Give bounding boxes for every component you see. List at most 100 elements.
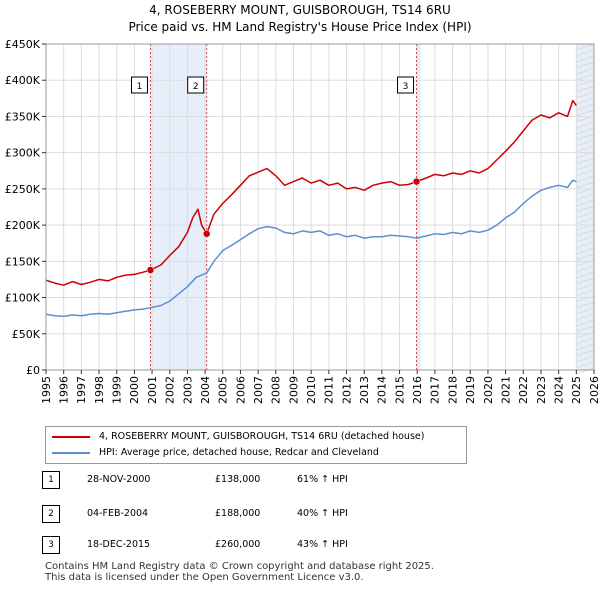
x-tick-label: 2020 xyxy=(482,376,495,404)
legend-label-property: 4, ROSEBERRY MOUNT, GUISBOROUGH, TS14 6R… xyxy=(99,431,425,442)
x-tick-label: 2012 xyxy=(340,376,353,404)
x-tick-label: 2010 xyxy=(305,376,318,404)
sale-number-badge: 3 xyxy=(42,536,60,554)
x-tick-label: 2023 xyxy=(535,376,548,404)
x-tick-label: 1999 xyxy=(111,376,124,404)
x-tick-label: 2017 xyxy=(429,376,442,404)
hatch-line xyxy=(576,145,595,153)
x-tick-label: 2014 xyxy=(376,376,389,404)
hatch-line xyxy=(576,181,595,189)
hatch-line xyxy=(576,307,595,315)
hatch-line xyxy=(576,175,595,183)
hatch-line xyxy=(576,295,595,303)
y-tick-label: £100K xyxy=(5,292,41,305)
hatch-line xyxy=(576,43,595,51)
x-tick-label: 2019 xyxy=(464,376,477,404)
sale-date: 28-NOV-2000 xyxy=(87,474,151,485)
hatch-line xyxy=(576,79,595,87)
hatch-line xyxy=(576,325,595,333)
hatch-line xyxy=(576,91,595,99)
y-tick-label: £400K xyxy=(5,74,41,87)
sale-marker-box xyxy=(187,76,205,94)
hatch-line xyxy=(576,163,595,171)
sale-number-badge: 2 xyxy=(42,505,60,523)
hatch-line xyxy=(576,127,595,135)
x-tick-label: 2021 xyxy=(499,376,512,404)
x-tick-label: 2024 xyxy=(552,376,565,404)
x-tick-label: 2004 xyxy=(199,376,212,404)
legend: 4, ROSEBERRY MOUNT, GUISBOROUGH, TS14 6R… xyxy=(45,426,467,464)
hatch-line xyxy=(576,367,595,375)
sale-row: 3 18-DEC-2015 £260,000 43% ↑ HPI xyxy=(40,536,440,554)
x-tick-label: 1996 xyxy=(58,376,71,404)
hatch-line xyxy=(576,55,595,63)
x-tick-label: 2016 xyxy=(411,376,424,404)
hatch-line xyxy=(576,205,595,213)
hatch-line xyxy=(576,235,595,243)
copyright-text: Contains HM Land Registry data © Crown c… xyxy=(45,561,434,572)
property-price-line xyxy=(45,99,577,286)
sale-date: 18-DEC-2015 xyxy=(87,539,151,550)
hatch-line xyxy=(576,217,595,225)
sale-price: £138,000 xyxy=(215,474,261,485)
legend-label-hpi: HPI: Average price, detached house, Redc… xyxy=(99,447,379,458)
hatch-line xyxy=(576,253,595,261)
sale-number-badge: 1 xyxy=(42,471,60,489)
sale-point xyxy=(202,230,211,238)
y-tick-label: £300K xyxy=(5,147,41,160)
y-tick-label: £200K xyxy=(5,219,41,232)
x-tick-label: 2001 xyxy=(146,376,159,404)
hatch-line xyxy=(576,265,595,273)
sale-marker-box xyxy=(130,76,148,94)
sale-hpi-change: 61% ↑ HPI xyxy=(297,474,348,485)
footer-notice: Contains HM Land Registry data © Crown c… xyxy=(45,561,434,583)
x-tick-label: 2013 xyxy=(358,376,371,404)
plot-frame xyxy=(45,43,595,371)
hatch-line xyxy=(576,193,595,201)
hatch-line xyxy=(576,133,595,141)
x-tick-label: 2022 xyxy=(517,376,530,404)
hatch-line xyxy=(576,337,595,345)
x-tick-label: 2005 xyxy=(217,376,230,404)
hpi-line xyxy=(45,179,577,318)
x-tick-label: 1995 xyxy=(40,376,53,404)
hatch-line xyxy=(576,157,595,165)
x-tick-label: 2015 xyxy=(393,376,406,404)
hatch-line xyxy=(576,271,595,279)
hatch-line xyxy=(576,349,595,357)
sale-marker-label: 1 xyxy=(137,82,143,92)
hatch-line xyxy=(576,73,595,81)
hatch-line xyxy=(576,211,595,219)
chart-subtitle: Price paid vs. HM Land Registry's House … xyxy=(128,20,472,34)
y-tick-label: £350K xyxy=(5,110,41,123)
y-tick-label: £250K xyxy=(5,183,41,196)
hatch-line xyxy=(576,289,595,297)
shaded-range xyxy=(150,44,207,370)
sale-date: 04-FEB-2004 xyxy=(87,508,149,519)
hatch-line xyxy=(576,199,595,207)
hatch-line xyxy=(576,247,595,255)
licence-text: This data is licensed under the Open Gov… xyxy=(45,572,364,583)
sale-point xyxy=(146,266,155,274)
sale-marker-label: 3 xyxy=(403,82,409,92)
hatch-line xyxy=(576,61,595,69)
x-tick-label: 2009 xyxy=(287,376,300,404)
x-tick-label: 2002 xyxy=(164,376,177,404)
hatch-line xyxy=(576,319,595,327)
sale-row: 2 04-FEB-2004 £188,000 40% ↑ HPI xyxy=(40,505,440,523)
hatch-line xyxy=(576,67,595,75)
hatch-line xyxy=(576,331,595,339)
hatch-line xyxy=(576,301,595,309)
hatch-line xyxy=(576,139,595,147)
y-tick-label: £0 xyxy=(26,364,40,377)
x-tick-label: 2000 xyxy=(128,376,141,404)
hatch-line xyxy=(576,241,595,249)
y-tick-label: £450K xyxy=(5,38,41,51)
x-tick-label: 2003 xyxy=(181,376,194,404)
legend-item-property: 4, ROSEBERRY MOUNT, GUISBOROUGH, TS14 6R… xyxy=(52,430,424,444)
x-tick-label: 2026 xyxy=(588,376,600,404)
hatch-line xyxy=(576,169,595,177)
hatch-line xyxy=(576,277,595,285)
legend-swatch-hpi xyxy=(52,451,90,454)
x-tick-label: 2025 xyxy=(570,376,583,404)
